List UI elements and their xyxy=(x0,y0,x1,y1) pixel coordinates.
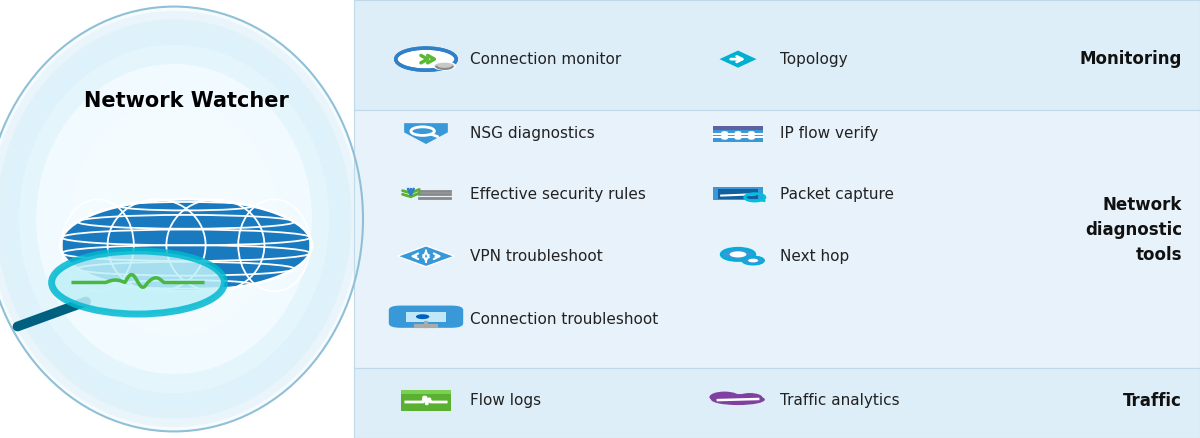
Circle shape xyxy=(721,137,728,140)
Text: IP flow verify: IP flow verify xyxy=(780,126,878,141)
Text: NSG diagnostics: NSG diagnostics xyxy=(470,126,595,141)
FancyBboxPatch shape xyxy=(354,368,1200,438)
Text: Network Watcher: Network Watcher xyxy=(84,91,288,111)
Ellipse shape xyxy=(70,102,278,336)
Text: Topology: Topology xyxy=(780,52,847,67)
Circle shape xyxy=(52,251,224,314)
Ellipse shape xyxy=(19,45,329,393)
Circle shape xyxy=(734,137,742,140)
Polygon shape xyxy=(404,123,448,144)
Circle shape xyxy=(60,199,312,291)
Ellipse shape xyxy=(0,7,364,431)
Text: Traffic analytics: Traffic analytics xyxy=(780,393,900,408)
Text: Effective security rules: Effective security rules xyxy=(470,187,647,202)
Text: Network
diagnostic
tools: Network diagnostic tools xyxy=(1085,196,1182,264)
Circle shape xyxy=(433,62,455,70)
FancyBboxPatch shape xyxy=(401,390,451,394)
Circle shape xyxy=(721,131,728,134)
FancyBboxPatch shape xyxy=(713,187,763,201)
Polygon shape xyxy=(720,50,756,68)
Text: Connection monitor: Connection monitor xyxy=(470,52,622,67)
Text: Connection troubleshoot: Connection troubleshoot xyxy=(470,312,659,327)
Ellipse shape xyxy=(0,19,352,419)
Text: Traffic: Traffic xyxy=(1123,392,1182,410)
Polygon shape xyxy=(397,246,455,267)
Text: Next hop: Next hop xyxy=(780,249,850,264)
Circle shape xyxy=(734,131,742,134)
Circle shape xyxy=(416,314,430,319)
FancyBboxPatch shape xyxy=(406,312,446,321)
Ellipse shape xyxy=(0,11,359,427)
Circle shape xyxy=(743,257,764,265)
Circle shape xyxy=(721,134,728,137)
Circle shape xyxy=(730,251,746,258)
Ellipse shape xyxy=(6,30,342,408)
Circle shape xyxy=(748,131,755,134)
Ellipse shape xyxy=(0,7,364,431)
Circle shape xyxy=(396,48,456,70)
Circle shape xyxy=(748,259,758,262)
Text: VPN troubleshoot: VPN troubleshoot xyxy=(470,249,604,264)
Circle shape xyxy=(748,137,755,140)
FancyBboxPatch shape xyxy=(389,306,463,328)
FancyBboxPatch shape xyxy=(713,126,763,130)
FancyBboxPatch shape xyxy=(401,390,451,411)
Circle shape xyxy=(737,393,762,403)
Circle shape xyxy=(709,392,739,403)
Text: Packet capture: Packet capture xyxy=(780,187,894,202)
Text: Monitoring: Monitoring xyxy=(1080,50,1182,68)
Text: Flow logs: Flow logs xyxy=(470,393,541,408)
Ellipse shape xyxy=(36,64,312,374)
FancyBboxPatch shape xyxy=(718,189,758,198)
FancyBboxPatch shape xyxy=(354,110,1200,368)
FancyBboxPatch shape xyxy=(354,0,1200,110)
Circle shape xyxy=(748,134,755,137)
FancyBboxPatch shape xyxy=(713,126,763,141)
Ellipse shape xyxy=(712,394,764,405)
Circle shape xyxy=(721,248,755,261)
Circle shape xyxy=(734,134,742,137)
